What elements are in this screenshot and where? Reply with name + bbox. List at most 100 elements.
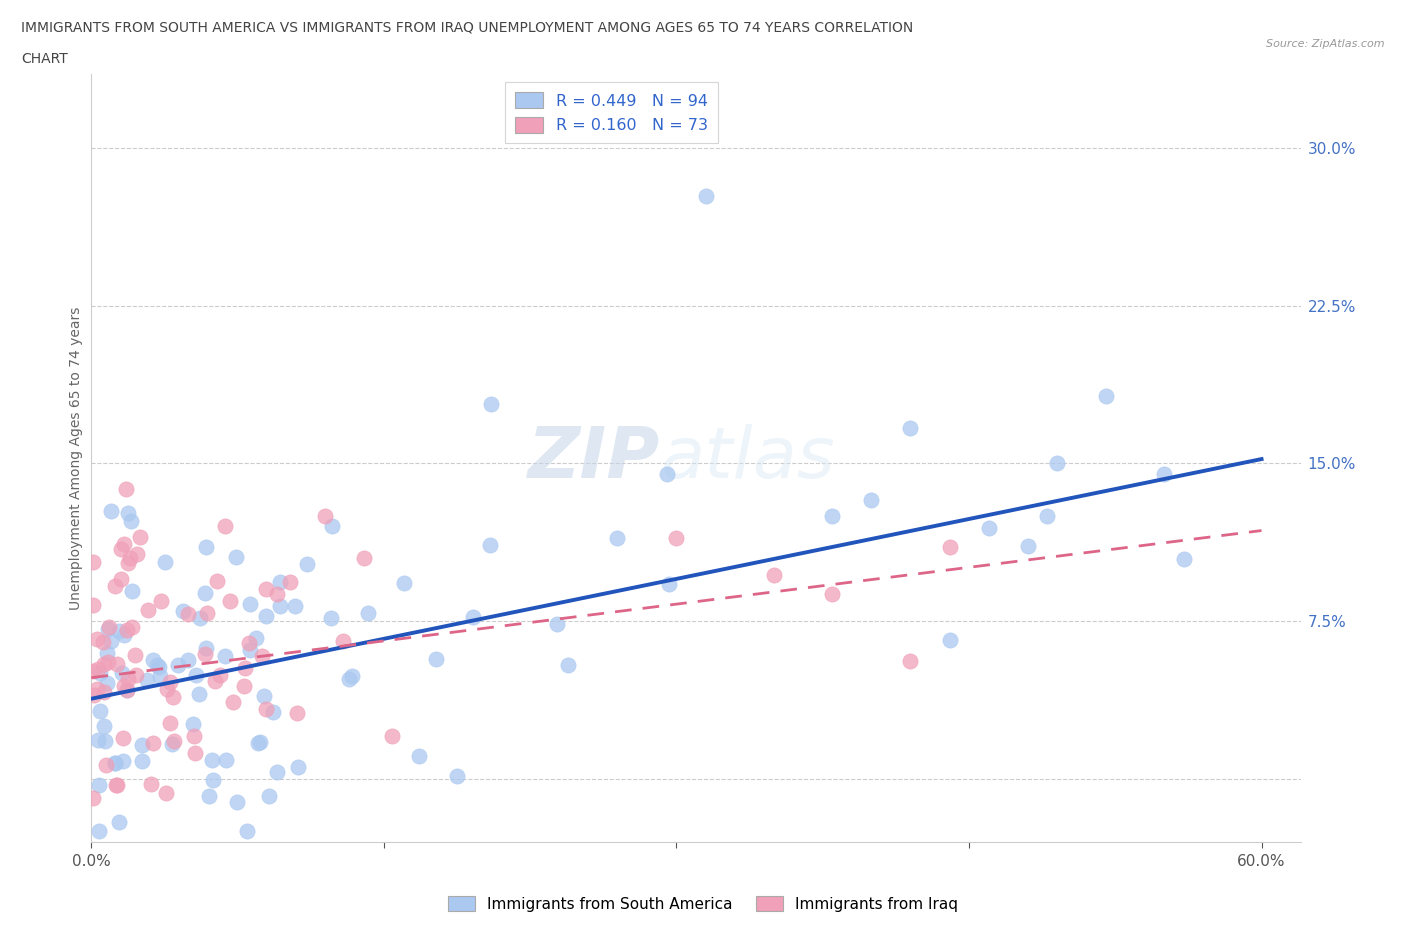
Y-axis label: Unemployment Among Ages 65 to 74 years: Unemployment Among Ages 65 to 74 years — [69, 306, 83, 610]
Point — [900, 654, 922, 669]
Point — [425, 652, 447, 667]
Point — [461, 610, 484, 625]
Text: Source: ZipAtlas.com: Source: ZipAtlas.com — [1267, 39, 1385, 49]
Point — [112, 730, 135, 745]
Point — [446, 769, 468, 784]
Point — [94, 734, 117, 749]
Point — [98, 619, 121, 634]
Point — [181, 717, 204, 732]
Point — [239, 643, 262, 658]
Point — [194, 646, 217, 661]
Point — [162, 689, 184, 704]
Point — [860, 493, 883, 508]
Point — [89, 703, 111, 718]
Point — [977, 521, 1000, 536]
Point — [87, 661, 110, 676]
Point — [139, 777, 162, 791]
Point — [202, 773, 225, 788]
Text: IMMIGRANTS FROM SOUTH AMERICA VS IMMIGRANTS FROM IRAQ UNEMPLOYMENT AMONG AGES 65: IMMIGRANTS FROM SOUTH AMERICA VS IMMIGRA… — [21, 20, 914, 34]
Point — [269, 599, 291, 614]
Point — [172, 604, 194, 618]
Point — [117, 622, 139, 637]
Point — [177, 606, 200, 621]
Point — [103, 755, 125, 770]
Point — [96, 675, 118, 690]
Point — [262, 705, 284, 720]
Point — [479, 538, 502, 552]
Point — [115, 481, 138, 496]
Point — [131, 753, 153, 768]
Point — [208, 668, 231, 683]
Point — [658, 577, 681, 591]
Point — [159, 674, 181, 689]
Point — [245, 631, 267, 645]
Point — [188, 611, 211, 626]
Point — [233, 678, 256, 693]
Point — [111, 666, 134, 681]
Point — [655, 466, 678, 481]
Point — [163, 734, 186, 749]
Point — [222, 695, 245, 710]
Legend: R = 0.449   N = 94, R = 0.160   N = 73: R = 0.449 N = 94, R = 0.160 N = 73 — [505, 83, 717, 142]
Point — [91, 634, 114, 649]
Point — [86, 682, 108, 697]
Point — [938, 539, 960, 554]
Point — [357, 606, 380, 621]
Point — [1046, 456, 1069, 471]
Text: ZIP: ZIP — [527, 423, 659, 493]
Point — [1094, 389, 1116, 404]
Point — [337, 671, 360, 686]
Point — [129, 529, 152, 544]
Point — [108, 815, 131, 830]
Point — [226, 794, 249, 809]
Point — [214, 648, 236, 663]
Point — [408, 749, 430, 764]
Text: CHART: CHART — [21, 52, 67, 66]
Point — [214, 518, 236, 533]
Point — [353, 551, 375, 565]
Point — [342, 669, 364, 684]
Point — [254, 701, 277, 716]
Point — [110, 571, 132, 586]
Point — [97, 654, 120, 669]
Point — [252, 649, 274, 664]
Point — [124, 668, 146, 683]
Point — [82, 663, 104, 678]
Point — [124, 647, 146, 662]
Point — [117, 671, 139, 686]
Point — [104, 578, 127, 593]
Point — [254, 581, 277, 596]
Point — [319, 611, 342, 626]
Point — [938, 632, 960, 647]
Point — [606, 530, 628, 545]
Point — [557, 658, 579, 672]
Point — [253, 688, 276, 703]
Point — [900, 420, 922, 435]
Point — [194, 586, 217, 601]
Point — [314, 509, 336, 524]
Point — [205, 574, 228, 589]
Point — [112, 537, 135, 551]
Point — [121, 584, 143, 599]
Point — [142, 736, 165, 751]
Point — [115, 683, 138, 698]
Point — [233, 660, 256, 675]
Point — [83, 554, 105, 569]
Point — [218, 593, 240, 608]
Point — [148, 659, 170, 674]
Point — [236, 824, 259, 839]
Point — [254, 609, 277, 624]
Point — [131, 737, 153, 752]
Point — [156, 682, 179, 697]
Point — [665, 530, 688, 545]
Point — [117, 556, 139, 571]
Point — [155, 786, 177, 801]
Point — [120, 551, 142, 565]
Point — [155, 554, 177, 569]
Point — [321, 519, 343, 534]
Point — [187, 687, 209, 702]
Point — [117, 506, 139, 521]
Point — [94, 757, 117, 772]
Point — [105, 657, 128, 671]
Point — [259, 789, 281, 804]
